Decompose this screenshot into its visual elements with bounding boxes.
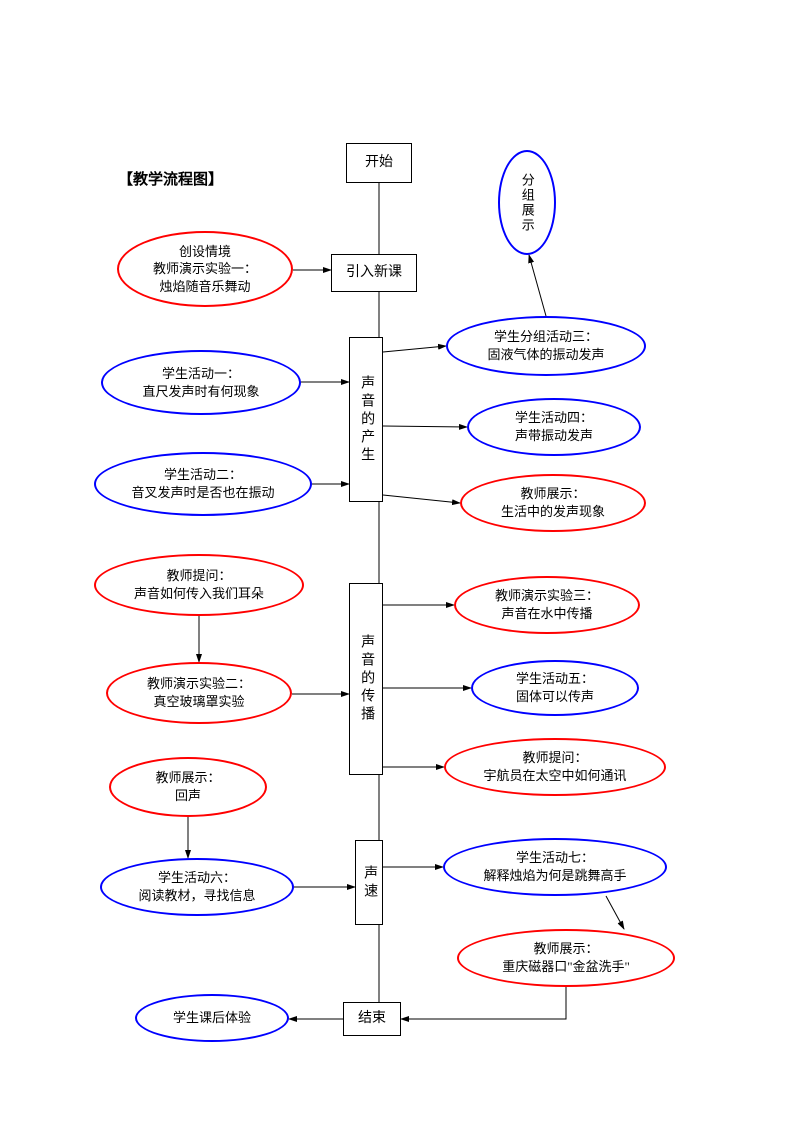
rect-start: 开始	[346, 143, 412, 183]
ellipse-e_act5: 学生活动五：固体可以传声	[471, 660, 639, 716]
ellipse-e_show1: 教师展示：生活中的发声现象	[460, 474, 646, 532]
rect-section2: 声音的传播	[349, 583, 383, 775]
ellipse-e_demo2: 教师演示实验二：真空玻璃罩实验	[106, 662, 292, 724]
ellipse-e_ctx: 创设情境教师演示实验一：烛焰随音乐舞动	[117, 231, 293, 307]
ellipse-e_act7: 学生活动七：解释烛焰为何是跳舞高手	[443, 838, 667, 896]
ellipse-e_demo3: 教师演示实验三：声音在水中传播	[454, 576, 640, 634]
ellipse-e_show2: 教师展示：回声	[109, 757, 267, 817]
rect-intro: 引入新课	[331, 254, 417, 292]
ellipse-e_show3: 教师展示：重庆磁器口"金盆洗手"	[457, 929, 675, 987]
ellipse-e_act4: 学生活动四：声带振动发声	[467, 398, 641, 456]
rect-section1: 声音的产生	[349, 337, 383, 502]
rect-section3: 声速	[355, 840, 383, 925]
ellipse-e_after: 学生课后体验	[135, 994, 289, 1042]
ellipse-e_q1: 教师提问：声音如何传入我们耳朵	[94, 554, 304, 616]
ellipse-e_act2: 学生活动二：音叉发声时是否也在振动	[94, 452, 312, 516]
flowchart-canvas: 【教学流程图】 开始引入新课声音的产生声音的传播声速结束 分组展示创设情境教师演示…	[0, 0, 794, 1123]
ellipse-e_act1: 学生活动一：直尺发声时有何现象	[101, 350, 301, 415]
diagram-title: 【教学流程图】	[118, 168, 223, 189]
ellipse-e_act6: 学生活动六：阅读教材，寻找信息	[100, 858, 294, 916]
ellipse-e_act3: 学生分组活动三：固液气体的振动发声	[446, 316, 646, 376]
ellipse-group: 分组展示	[498, 150, 556, 255]
ellipse-e_q2: 教师提问：宇航员在太空中如何通讯	[444, 738, 666, 796]
rect-end: 结束	[343, 1002, 401, 1036]
